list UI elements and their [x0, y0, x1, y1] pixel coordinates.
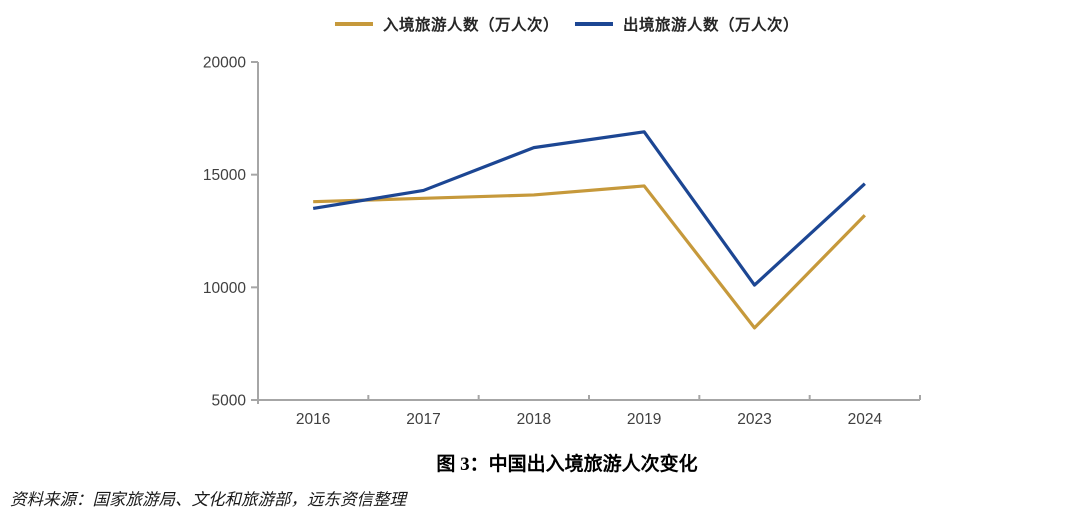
- x-tick-label: 2019: [627, 411, 661, 428]
- series-line-outbound: [312, 130, 866, 287]
- x-tick-label: 2018: [517, 411, 551, 428]
- y-tick-label: 15000: [203, 167, 246, 184]
- chart-legend: 入境旅游人数（万人次） 出境旅游人数（万人次）: [334, 13, 799, 35]
- x-tick-label: 2023: [737, 411, 771, 428]
- legend-label-outbound: 出境旅游人数（万人次）: [623, 17, 800, 34]
- x-tick-label: 2024: [848, 411, 883, 428]
- source-note: 资料来源：国家旅游局、文化和旅游部，远东资信整理: [10, 490, 406, 509]
- figure-caption: 图 3：中国出入境旅游人次变化: [436, 454, 698, 475]
- y-tick-label: 10000: [203, 280, 246, 297]
- x-tick-label: 2016: [296, 411, 330, 428]
- legend-item-inbound: 入境旅游人数（万人次）: [334, 13, 559, 35]
- legend-swatch-inbound-line: [334, 22, 373, 26]
- legend-item-outbound: 出境旅游人数（万人次）: [575, 13, 799, 35]
- series-line-inbound: [313, 184, 866, 330]
- y-tick-label: 20000: [203, 55, 246, 72]
- line-chart: 5000 10000 15000 20000 2016 2017 2018 2019 2023 2…: [203, 55, 921, 428]
- legend-label-inbound: 入境旅游人数（万人次）: [382, 17, 559, 34]
- x-tick-label: 2017: [406, 411, 440, 428]
- y-tick-label: 5000: [212, 393, 247, 410]
- legend-swatch-outbound-line: [575, 22, 613, 26]
